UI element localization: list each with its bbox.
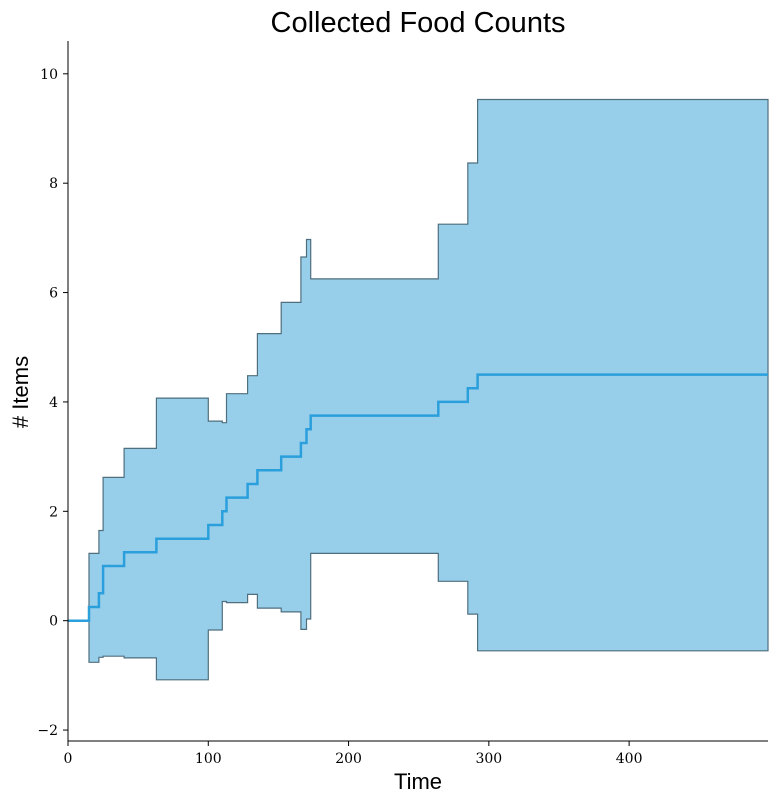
mean-line — [68, 373, 768, 622]
x-tick-label: 300 — [475, 751, 502, 767]
y-tick-label: 4 — [49, 395, 58, 411]
y-tick-label: 0 — [49, 614, 58, 630]
y-tick-label: −2 — [37, 723, 58, 739]
x-ticks: 0 100 200 300 400 — [64, 741, 643, 767]
x-tick-label: 0 — [64, 751, 73, 767]
y-tick-label: 8 — [49, 176, 58, 192]
y-tick-label: 6 — [49, 286, 58, 302]
x-tick-label: 200 — [335, 751, 362, 767]
x-tick-label: 400 — [616, 751, 643, 767]
y-axis-label: # Items — [8, 356, 33, 428]
y-ticks: −2 0 2 4 6 8 10 — [37, 67, 68, 739]
x-axis-label: Time — [394, 769, 442, 794]
plot-area — [68, 98, 769, 681]
y-tick-label: 2 — [49, 504, 58, 520]
chart-title: Collected Food Counts — [271, 7, 566, 39]
y-tick-label: 10 — [40, 67, 58, 83]
uncertainty-band — [68, 98, 769, 681]
x-tick-label: 100 — [195, 751, 222, 767]
